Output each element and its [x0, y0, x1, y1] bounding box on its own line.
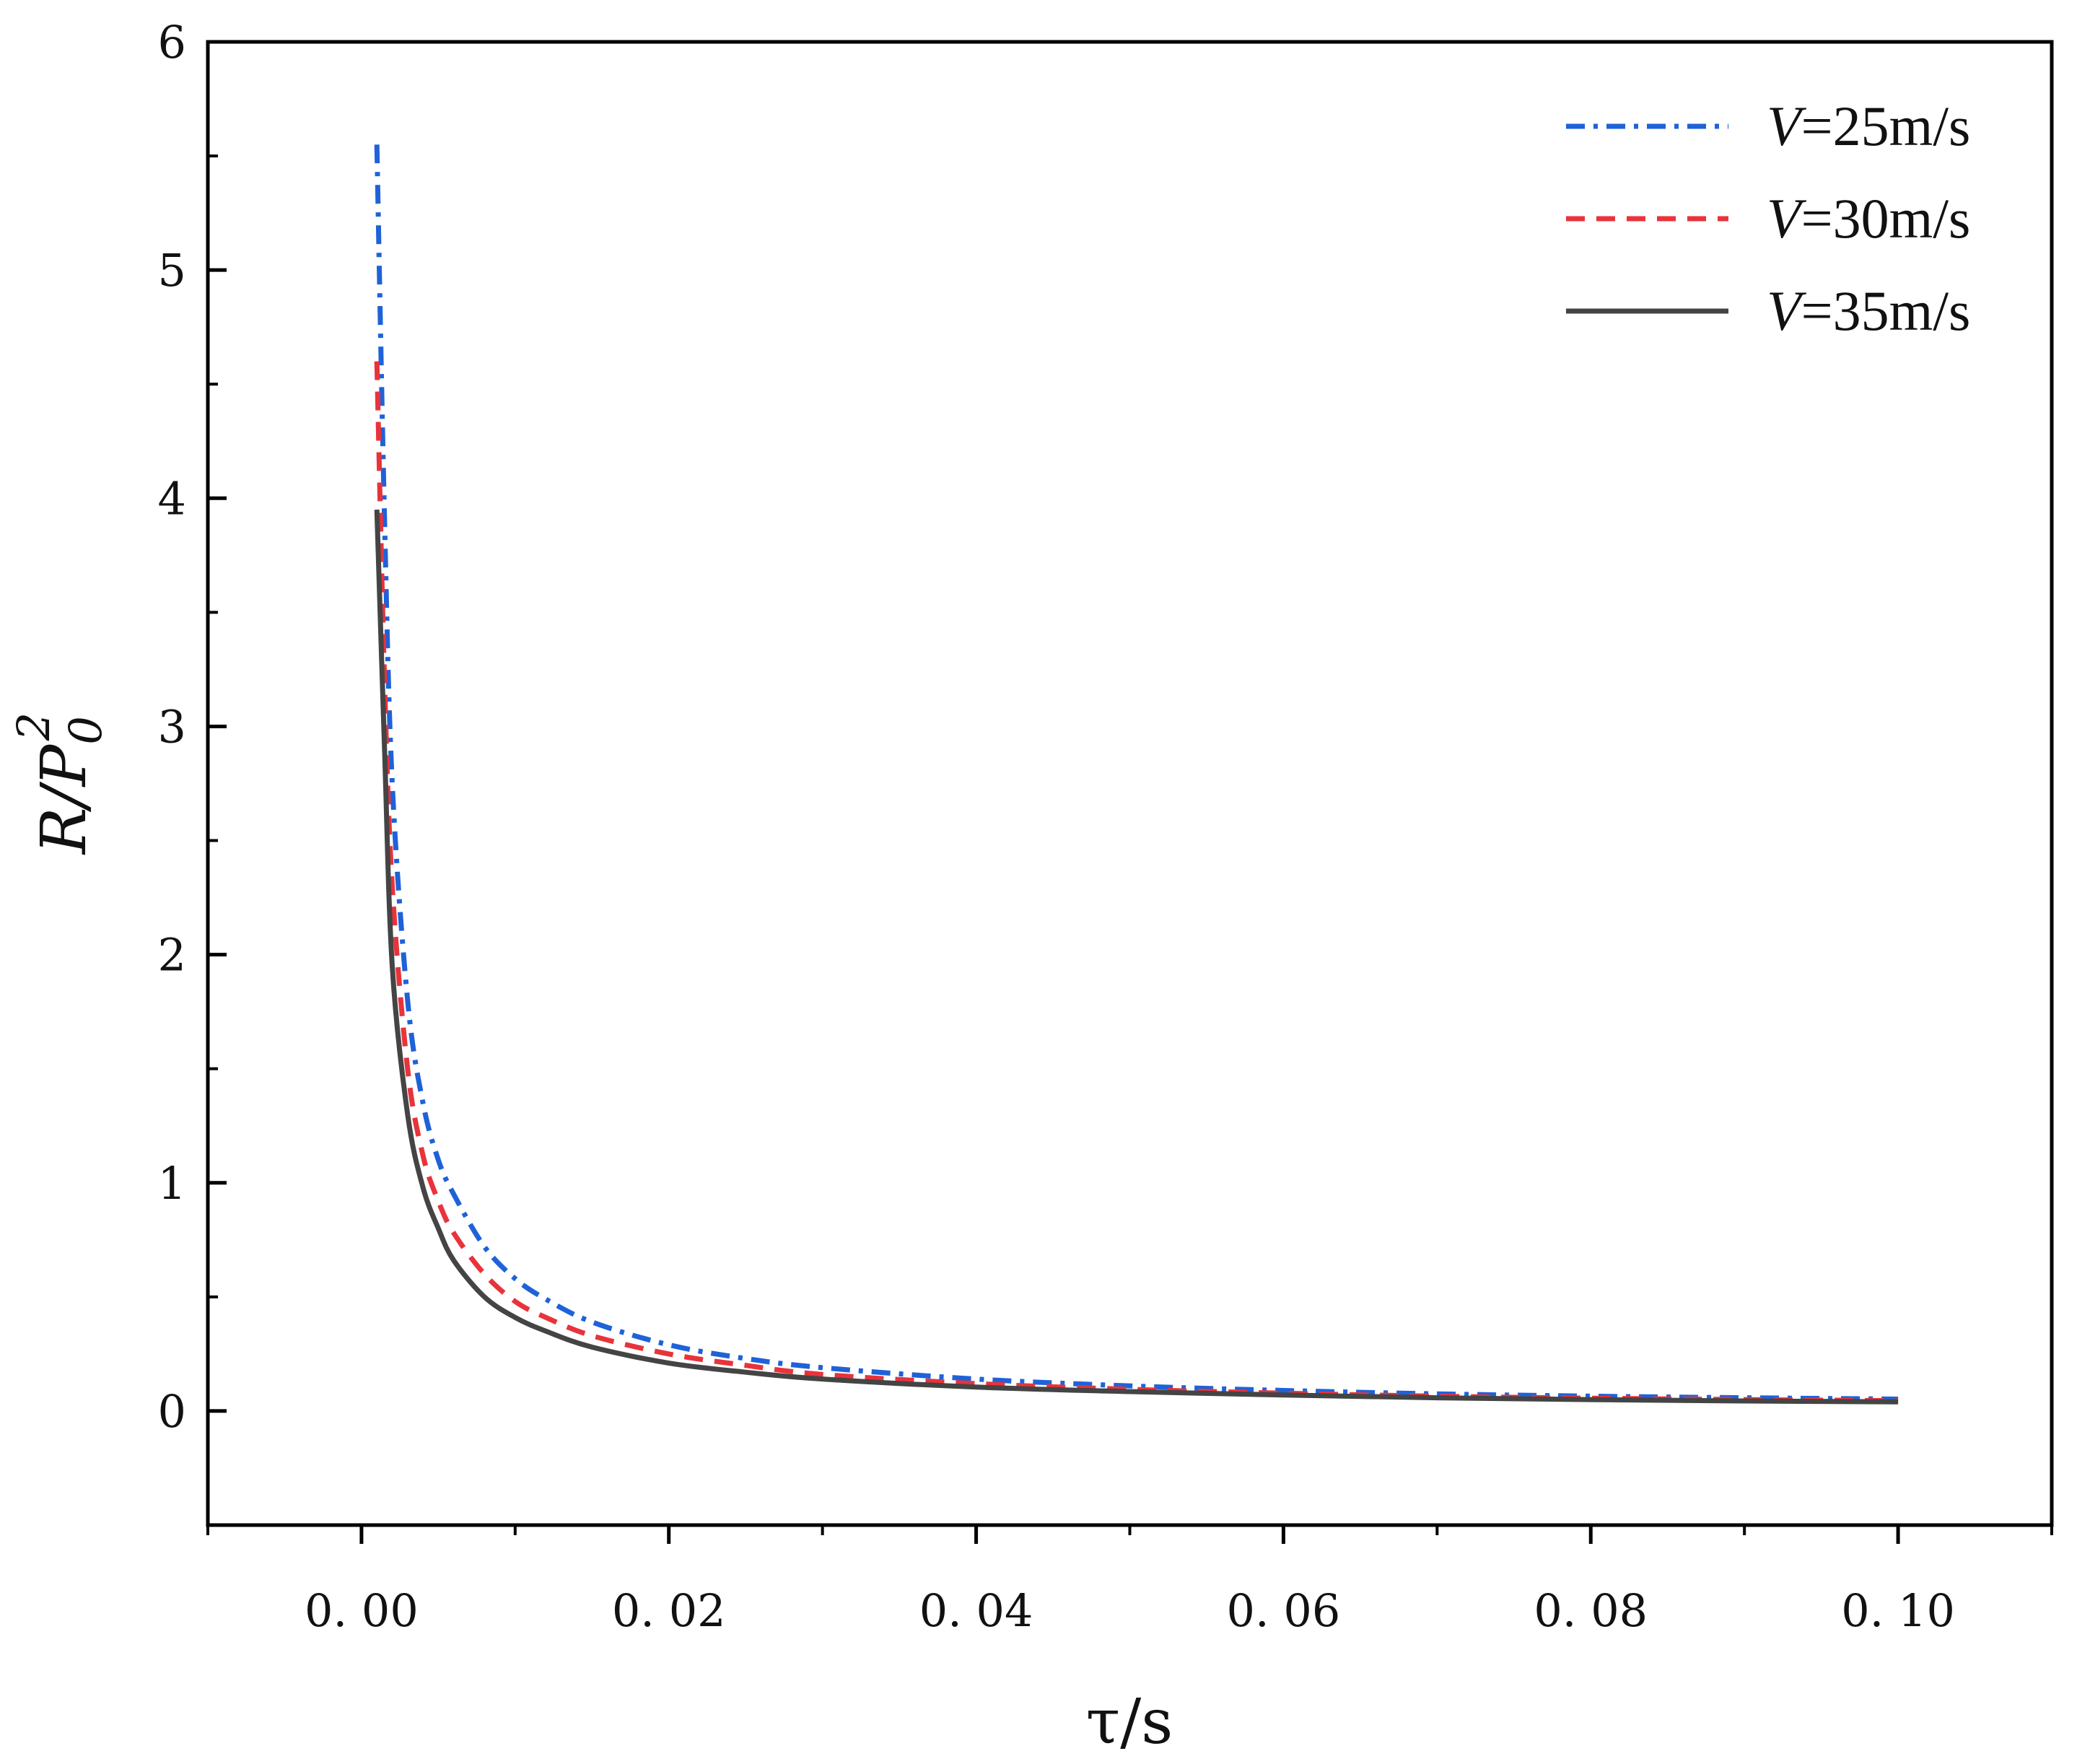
y-axis-ticks: 0 1 2 3 4 5 6	[158, 16, 227, 1527]
x-tick-label: 0. 08	[1534, 1584, 1648, 1637]
y-tick-label: 0	[158, 1385, 186, 1438]
x-tick-label: 0. 00	[305, 1584, 419, 1637]
x-tick-label: 0. 04	[919, 1584, 1033, 1637]
y-axis-title: R/P02	[7, 712, 112, 856]
svg-text:R/P02: R/P02	[7, 712, 112, 856]
legend-label-2: V=30m/s	[1767, 187, 1970, 250]
legend-label-3: V=35m/s	[1767, 279, 1970, 342]
series-line-1	[374, 144, 1899, 1402]
y-axis-title-superscript: 2	[7, 712, 60, 741]
x-tick-label: 0. 02	[612, 1584, 726, 1637]
x-axis-title: τ/s	[1086, 1686, 1173, 1758]
y-axis-title-subscript: 0	[59, 716, 112, 744]
y-tick-label: 1	[158, 1157, 186, 1210]
series-line-2	[374, 361, 1899, 1404]
y-tick-label: 4	[158, 472, 186, 525]
x-axis-ticks: 0. 00 0. 02 0. 04 0. 06 0. 08 0. 10	[206, 1525, 2053, 1637]
x-tick-label: 0. 10	[1841, 1584, 1955, 1637]
series-line-3	[374, 510, 1899, 1405]
y-tick-label: 2	[158, 929, 186, 982]
series-lines	[374, 144, 1899, 1405]
plot-frame	[206, 40, 2054, 1527]
y-axis-title-main: R/P	[28, 743, 100, 856]
y-tick-label: 5	[158, 244, 186, 297]
y-tick-label: 6	[158, 16, 186, 69]
x-tick-label: 0. 06	[1227, 1584, 1341, 1637]
legend: V=25m/s V=30m/s V=35m/s	[1566, 95, 1970, 342]
legend-label-1: V=25m/s	[1767, 95, 1970, 157]
y-tick-label: 3	[158, 700, 186, 753]
